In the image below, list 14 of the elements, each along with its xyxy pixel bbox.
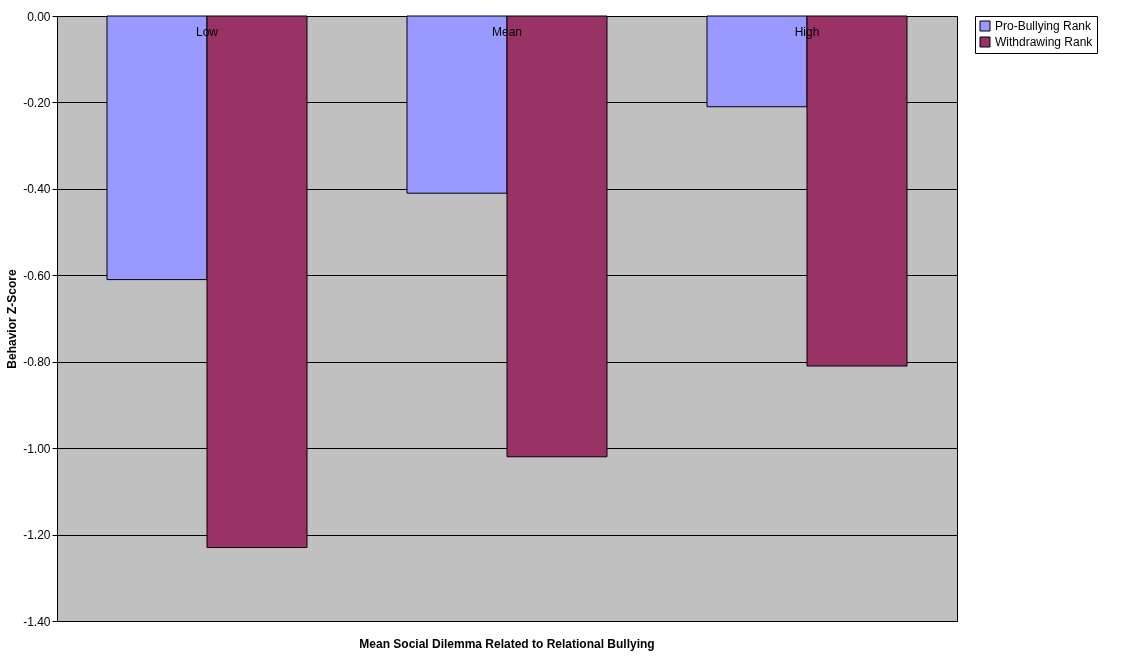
y-axis-title: Behavior Z-Score (5, 269, 20, 369)
x-tick-label: Mean (491, 24, 523, 39)
x-axis-title: Mean Social Dilemma Related to Relational Bullying (359, 637, 655, 651)
y-tick-label: -0.60 (23, 268, 51, 283)
y-tick-label: -1.00 (23, 441, 51, 456)
legend-label: Withdrawing Rank (995, 35, 1094, 49)
y-tick-label: -0.80 (23, 355, 51, 370)
y-tick-label: 0.00 (27, 9, 51, 24)
y-tick-label: -1.20 (23, 528, 51, 543)
legend-label: Pro-Bullying Rank (995, 19, 1093, 33)
y-tick-label: -1.40 (23, 614, 51, 629)
x-tick-label: High (794, 24, 820, 39)
y-tick-label: -0.40 (23, 182, 51, 197)
y-tick-label: -0.20 (23, 95, 51, 110)
